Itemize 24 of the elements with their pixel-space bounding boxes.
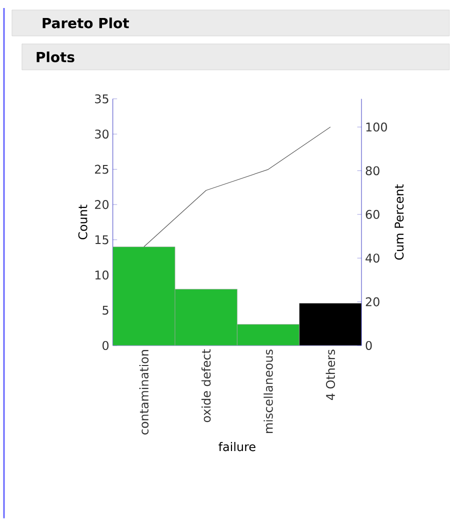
y2-tick-label: 100 [366,122,387,132]
y-tick-label: 35 [94,94,108,104]
y-tick-label: 5 [102,306,108,315]
y2-tick-label: 0 [366,340,372,350]
y2-tick-label: 60 [366,210,380,219]
line-series [143,126,331,248]
y2-axis-title: Cum Percent [394,184,404,260]
x-tick-label: miscellaneous [263,350,273,433]
y-tick-label: 25 [94,164,108,174]
y-axis-title: Count [78,204,88,240]
y-tick-label: 15 [95,235,108,244]
y-tick-label: 30 [94,130,108,139]
chart-title: Pareto Plot [42,18,129,28]
x-axis-title: failure [218,442,256,452]
x-tick-label: 4 Others [326,350,335,400]
x-tick-label: oxide defect [201,349,211,422]
y2-tick-label: 20 [366,297,380,306]
y-tick-label: 20 [94,200,108,210]
x-tick-label: contamination [139,350,148,434]
y-tick-label: 0 [102,340,108,350]
chart-subtitle: Plots [36,52,74,62]
y2-tick-label: 40 [365,254,380,263]
y2-tick-label: 80 [366,166,380,176]
y-tick-label: 10 [95,270,108,280]
